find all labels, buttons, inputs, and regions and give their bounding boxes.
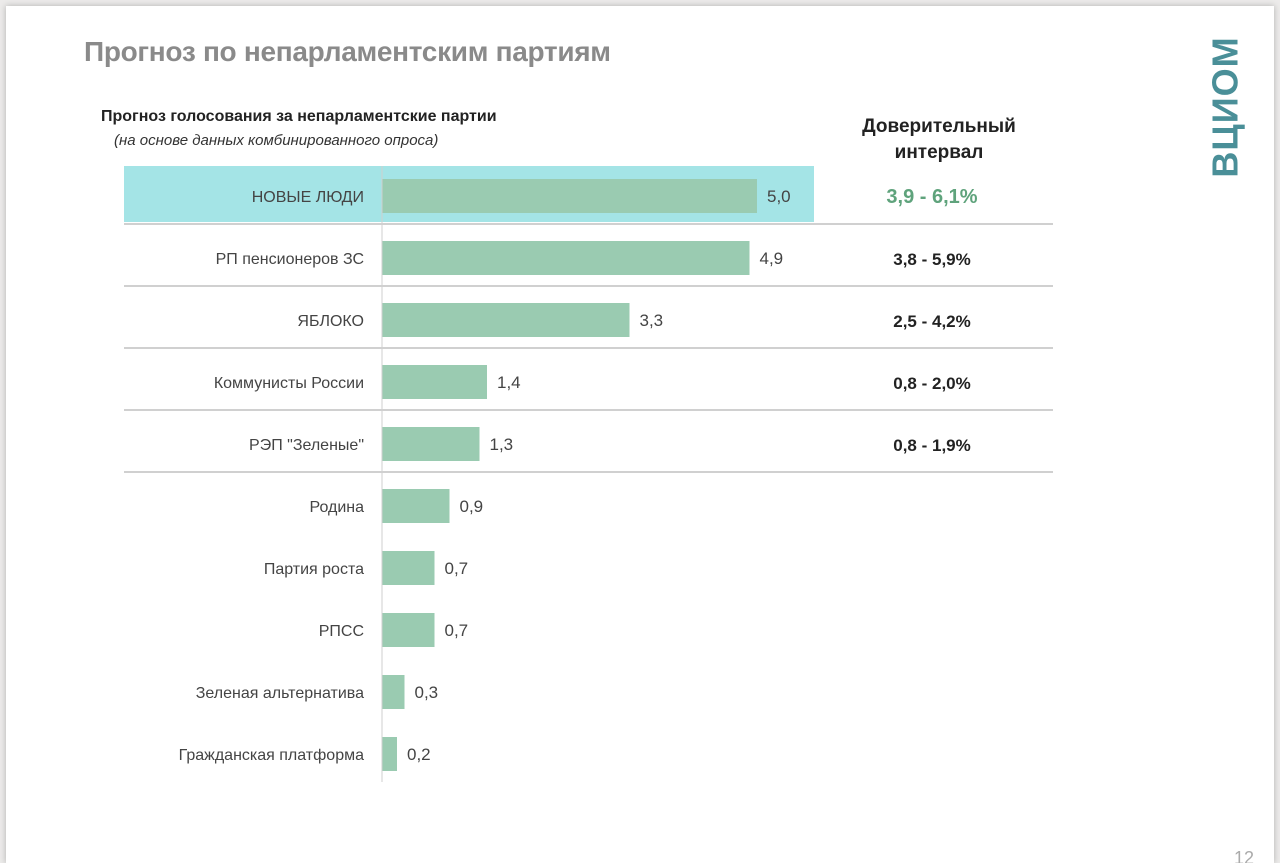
value-label: 0,7 — [445, 621, 469, 640]
category-label: РП пенсионеров ЗС — [216, 251, 364, 268]
bar — [382, 551, 435, 585]
bar — [382, 303, 630, 337]
chart-subtitle: (на основе данных комбинированного опрос… — [114, 132, 439, 149]
bar — [382, 179, 757, 213]
confidence-interval-value: 2,5 - 4,2% — [893, 312, 971, 331]
value-label: 4,9 — [760, 249, 784, 268]
confidence-interval-value: 0,8 - 2,0% — [893, 374, 971, 393]
slide: Прогноз по непарламентским партиям ВЦИОМ… — [6, 6, 1274, 863]
bar — [382, 737, 397, 771]
category-label: ЯБЛОКО — [297, 313, 364, 330]
category-label: Партия роста — [264, 561, 364, 578]
category-label: Коммунисты России — [214, 375, 364, 392]
bar — [382, 489, 450, 523]
page-number: 12 — [1234, 848, 1255, 863]
value-label: 1,4 — [497, 373, 521, 392]
value-label: 3,3 — [640, 311, 664, 330]
confidence-interval-value: 3,9 - 6,1% — [886, 186, 977, 208]
bar — [382, 613, 435, 647]
bar — [382, 365, 487, 399]
confidence-interval-value: 3,8 - 5,9% — [893, 250, 971, 269]
page-title: Прогноз по непарламентским партиям — [84, 36, 611, 67]
category-label: РЭП "Зеленые" — [249, 437, 364, 454]
bar — [382, 675, 405, 709]
bar — [382, 427, 480, 461]
value-label: 0,9 — [460, 497, 484, 516]
value-label: 0,7 — [445, 559, 469, 578]
value-label: 5,0 — [767, 187, 791, 206]
category-label: Гражданская платформа — [179, 747, 365, 764]
category-label: РПСС — [319, 623, 364, 640]
category-label: НОВЫЕ ЛЮДИ — [252, 189, 364, 206]
value-label: 0,3 — [415, 683, 439, 702]
confidence-interval-value: 0,8 - 1,9% — [893, 436, 971, 455]
chart-title: Прогноз голосования за непарламентские п… — [101, 108, 497, 125]
confidence-interval-header: Доверительный интервал — [862, 116, 1016, 163]
value-label: 1,3 — [490, 435, 514, 454]
category-label: Родина — [309, 499, 364, 516]
bar — [382, 241, 750, 275]
value-label: 0,2 — [407, 745, 431, 764]
category-label: Зеленая альтернатива — [196, 685, 364, 702]
